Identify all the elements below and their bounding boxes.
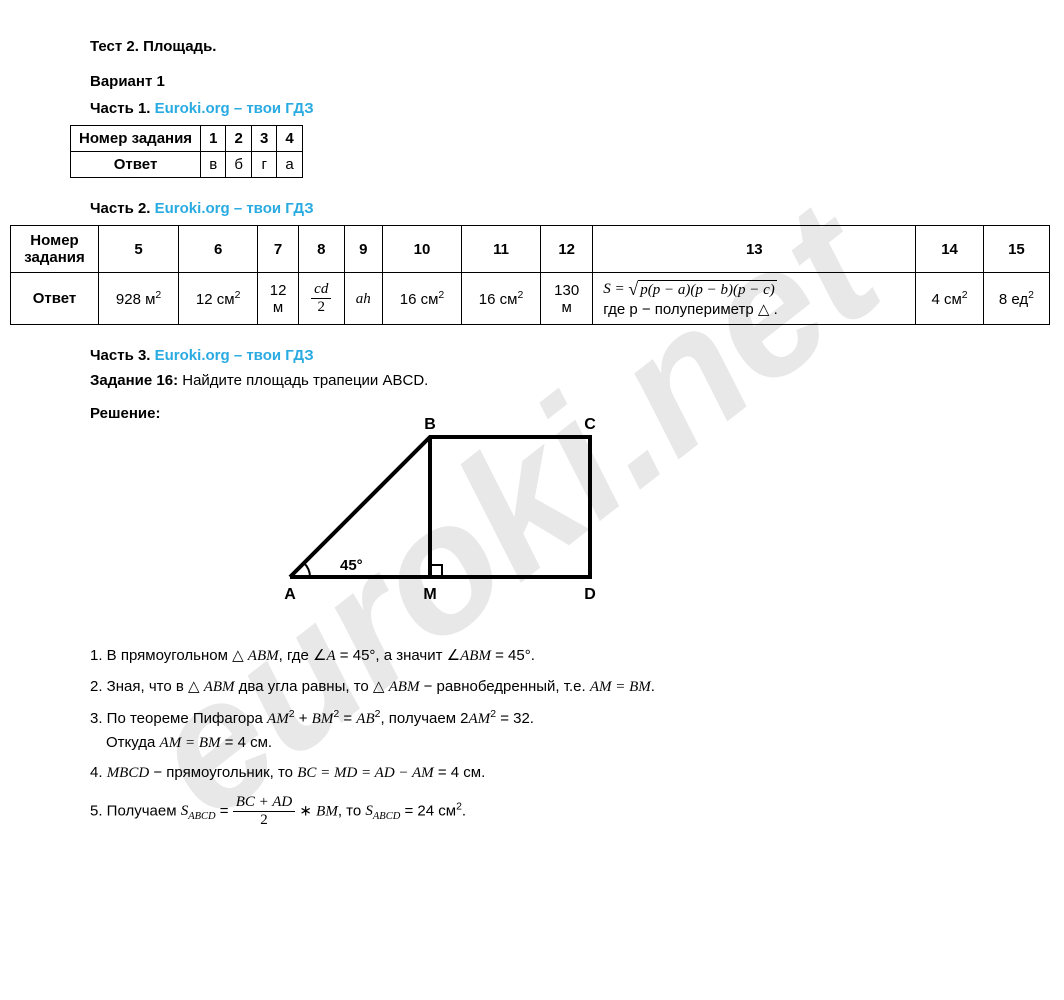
svg-text:D: D	[585, 586, 597, 603]
cell: 4 см2	[916, 273, 984, 325]
cell: 12 см2	[179, 273, 258, 325]
cell: 13	[593, 226, 916, 273]
table-row: Номер задания 5 6 7 8 9 10 11 12 13 14 1…	[11, 226, 1050, 273]
part1-heading: Часть 1. Euroki.org – твои ГДЗ	[90, 100, 1054, 117]
cell: 12м	[258, 273, 299, 325]
svg-text:C: C	[585, 416, 597, 433]
task-16: Задание 16: Найдите площадь трапеции ABC…	[90, 372, 1054, 389]
step-3: 3. По теореме Пифагора AM2 + BM2 = AB2, …	[90, 708, 1054, 752]
test-title: Тест 2. Площадь.	[90, 38, 1054, 55]
part1-prefix: Часть 1.	[90, 100, 155, 117]
cell: 10	[383, 226, 462, 273]
cell: 130м	[541, 273, 593, 325]
document-content: Тест 2. Площадь. Вариант 1 Часть 1. Euro…	[0, 0, 1064, 864]
cell: 8 ед2	[983, 273, 1049, 325]
table-row: Номер задания 1 2 3 4	[71, 126, 303, 152]
step-5: 5. Получаем SABCD = BC + AD2 ∗ BM, то SA…	[90, 794, 1054, 829]
solution-steps: 1. В прямоугольном △ ABM, где ∠A = 45°, …	[90, 646, 1054, 829]
part2-table: Номер задания 5 6 7 8 9 10 11 12 13 14 1…	[10, 225, 1050, 325]
svg-text:M: M	[424, 586, 437, 603]
cell-header: Ответ	[71, 152, 201, 178]
part1-link[interactable]: Euroki.org – твои ГДЗ	[155, 100, 314, 117]
cell: 5	[99, 226, 179, 273]
cell-header: Номер задания	[11, 226, 99, 273]
cell: в	[201, 152, 226, 178]
cell-header: Номер задания	[71, 126, 201, 152]
svg-text:B: B	[425, 416, 437, 433]
cell-header: Ответ	[11, 273, 99, 325]
part3-link[interactable]: Euroki.org – твои ГДЗ	[155, 347, 314, 364]
part1-table: Номер задания 1 2 3 4 Ответ в б г а	[70, 125, 303, 178]
cell: 14	[916, 226, 984, 273]
cell: 6	[179, 226, 258, 273]
cell: а	[277, 152, 302, 178]
cell: 9	[344, 226, 382, 273]
part2-heading: Часть 2. Euroki.org – твои ГДЗ	[90, 200, 1054, 217]
cell: 4	[277, 126, 302, 152]
cell: г	[252, 152, 277, 178]
cell: 15	[983, 226, 1049, 273]
step-2: 2. Зная, что в △ ABM два угла равны, то …	[90, 677, 1054, 696]
part3-prefix: Часть 3.	[90, 347, 155, 364]
variant-label: Вариант 1	[90, 73, 1054, 90]
part2-prefix: Часть 2.	[90, 200, 155, 217]
trapezoid-figure: B C A M D 45°	[270, 407, 640, 621]
svg-text:A: A	[285, 586, 297, 603]
cell: 11	[462, 226, 541, 273]
cell: 3	[252, 126, 277, 152]
cell: 2	[226, 126, 252, 152]
cell: 16 см2	[462, 273, 541, 325]
solution-label: Решение:	[90, 405, 160, 422]
figure-svg: B C A M D 45°	[270, 407, 640, 617]
cell: 12	[541, 226, 593, 273]
table-row: Ответ 928 м2 12 см2 12м cd2 ah 16 см2 16…	[11, 273, 1050, 325]
cell: 16 см2	[383, 273, 462, 325]
cell: 1	[201, 126, 226, 152]
cell: 8	[298, 226, 344, 273]
cell: 7	[258, 226, 299, 273]
cell: б	[226, 152, 252, 178]
cell: ah	[344, 273, 382, 325]
svg-text:45°: 45°	[340, 557, 363, 574]
table-row: Ответ в б г а	[71, 152, 303, 178]
cell: S = √p(p − a)(p − b)(p − c) где p − полу…	[593, 273, 916, 325]
part2-link[interactable]: Euroki.org – твои ГДЗ	[155, 200, 314, 217]
cell: 928 м2	[99, 273, 179, 325]
step-1: 1. В прямоугольном △ ABM, где ∠A = 45°, …	[90, 646, 1054, 665]
part3-heading: Часть 3. Euroki.org – твои ГДЗ	[90, 347, 1054, 364]
step-4: 4. MBCD − прямоугольник, то BC = MD = AD…	[90, 764, 1054, 782]
cell: cd2	[298, 273, 344, 325]
